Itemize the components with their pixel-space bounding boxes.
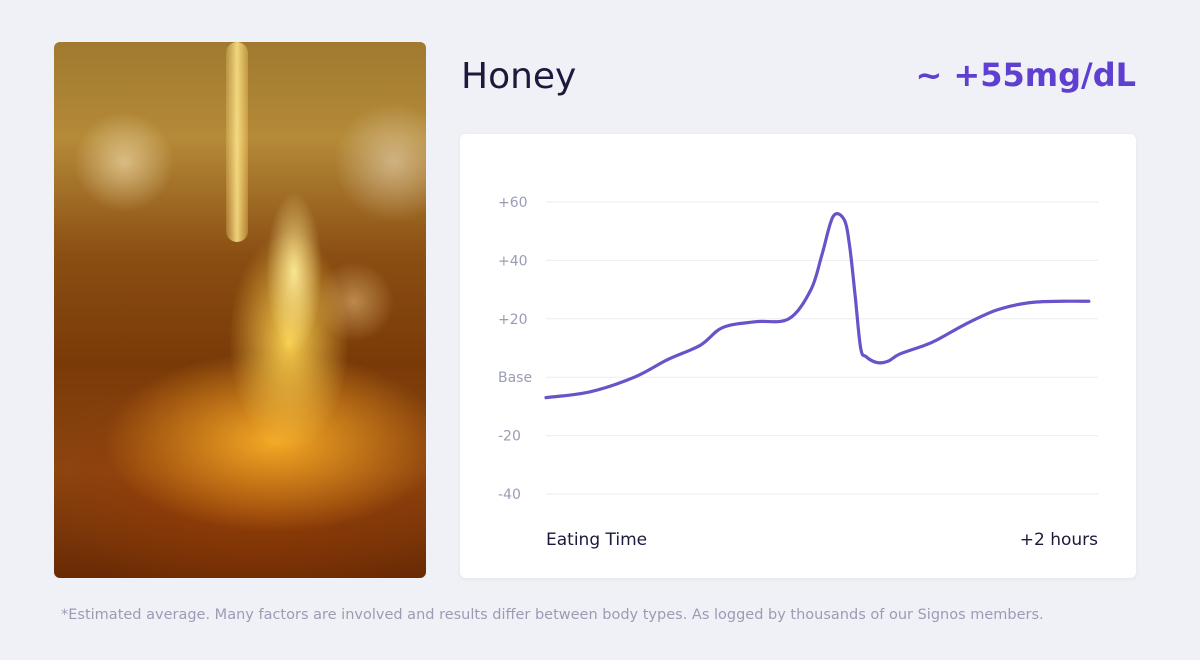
chart-card: +60 +40 +20 Base -20 -40 Eating Time +2 hours — [460, 134, 1136, 578]
glucose-change-value: ~ +55mg/dL — [915, 56, 1136, 94]
y-tick-label: Base — [498, 370, 532, 386]
y-tick-label: +20 — [498, 312, 528, 328]
footnote: *Estimated average. Many factors are inv… — [61, 607, 1044, 623]
food-photo — [54, 42, 426, 578]
food-title: Honey — [461, 56, 577, 97]
x-start-label: Eating Time — [546, 530, 648, 550]
glucose-line-0 — [544, 212, 1091, 400]
y-tick-label: -40 — [498, 487, 521, 503]
y-tick-label: +60 — [498, 195, 528, 211]
honey-drip — [226, 42, 248, 242]
y-tick-label: -20 — [498, 429, 521, 445]
y-tick-label: +40 — [498, 253, 528, 269]
x-end-label: +2 hours — [1019, 530, 1098, 550]
glucose-chart: +60 +40 +20 Base -20 -40 — [498, 195, 1098, 503]
